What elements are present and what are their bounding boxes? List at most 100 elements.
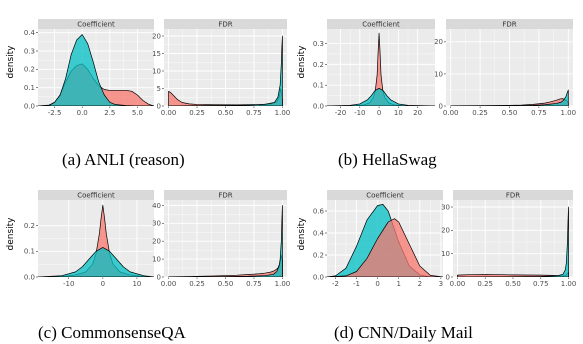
y-tick-label: 0.4	[313, 229, 325, 237]
panel-coefficient: Coefficient -20 -10 0 10 20 0.0 0.1 0.2 0.3	[313, 19, 435, 117]
x-tick-label: 0	[375, 280, 379, 288]
y-tick-label: 0	[157, 102, 161, 110]
x-tick-label: -20	[335, 109, 346, 117]
x-tick-label: 0	[377, 109, 381, 117]
subfigure-b: density (b) HellaSwag Coefficient -20 -10 0 10…	[297, 19, 576, 169]
y-tick-label: 10	[434, 70, 443, 78]
x-tick-label: 2.5	[104, 109, 115, 117]
y-tick-label: 0.4	[24, 29, 36, 37]
y-tick-label: 0.0	[313, 273, 324, 281]
y-tick-label: 10	[441, 250, 450, 258]
x-tick-label: 0.25	[472, 109, 488, 117]
y-tick-label: 20	[152, 238, 161, 246]
facet-strip	[164, 190, 287, 200]
y-tick-label: 0.2	[313, 61, 324, 69]
x-tick-label: 0.0	[77, 109, 88, 117]
y-tick-label: 0	[446, 273, 450, 281]
y-tick-label: 20	[441, 227, 450, 235]
density-area-teal	[38, 34, 154, 106]
y-tick-label: 0.3	[24, 47, 35, 55]
y-tick-label: 10	[152, 67, 161, 75]
x-tick-label: 1.00	[275, 280, 291, 288]
x-tick-label: 0.75	[246, 280, 262, 288]
x-tick-label: 0.75	[533, 280, 549, 288]
x-tick-label: -10	[354, 109, 365, 117]
subfigure-caption: (a) ANLI (reason)	[62, 150, 185, 169]
y-tick-label: 0.0	[24, 102, 35, 110]
x-tick-label: 1	[396, 280, 400, 288]
x-tick-label: 20	[413, 109, 422, 117]
y-axis-label: density	[6, 45, 16, 79]
x-tick-label: 0.25	[189, 280, 205, 288]
x-tick-label: 0.00	[443, 109, 459, 117]
density-area-teal	[450, 89, 569, 106]
x-tick-label: 10	[394, 109, 403, 117]
y-tick-label: 0.2	[24, 222, 35, 230]
subfigure-caption: (b) HellaSwag	[338, 150, 437, 169]
x-tick-label: -1	[353, 280, 360, 288]
subfigure-d: density (d) CNN/Daily Mail Coefficient -2 -1…	[297, 190, 576, 342]
x-tick-label: 0.25	[189, 109, 205, 117]
x-tick-label: 0.25	[477, 280, 493, 288]
x-tick-label: 0.50	[218, 109, 234, 117]
y-tick-label: 20	[152, 32, 161, 40]
x-tick-label: 3	[439, 280, 443, 288]
y-tick-label: 0.2	[313, 251, 324, 259]
panel-fdr: FDR 0.00 0.25 0.50 0.75 1.00 0 5 10 15 20	[152, 19, 290, 117]
y-tick-label: 30	[152, 220, 161, 228]
panel-coefficient: Coefficient -10 0 10 0.0 0.1 0.2	[24, 190, 154, 288]
subfigure-caption: (d) CNN/Daily Mail	[334, 323, 473, 342]
panel-fdr: FDR 0.00 0.25 0.50 0.75 1.00 0 10 20	[434, 19, 576, 117]
facet-strip	[446, 19, 573, 29]
density-area-teal	[457, 206, 569, 277]
density-area-teal	[327, 87, 435, 106]
x-tick-label: 5.0	[132, 109, 143, 117]
x-tick-label: 0.75	[531, 109, 547, 117]
y-tick-label: 30	[441, 203, 450, 211]
x-tick-label: 0.50	[505, 280, 521, 288]
facet-strip	[38, 19, 154, 29]
x-tick-label: 10	[132, 280, 141, 288]
facet-strip-label: FDR	[506, 191, 520, 199]
x-tick-label: 0.50	[218, 280, 234, 288]
density-area-teal	[168, 35, 283, 106]
y-tick-label: 0.2	[24, 66, 35, 74]
panel-coefficient: Coefficient -2 -1 0 1 2 3 0.0 0.2 0.4 0.6	[313, 190, 443, 288]
x-tick-label: 1.00	[561, 280, 577, 288]
x-tick-label: -2	[332, 280, 339, 288]
x-tick-label: 1.00	[560, 109, 576, 117]
x-tick-label: 0.00	[450, 280, 466, 288]
x-tick-label: 0.50	[502, 109, 518, 117]
facet-strip-label: Coefficient	[77, 20, 115, 28]
subfigure-a: density (a) ANLI (reason) Coefficient -2.5 0…	[6, 19, 290, 169]
y-tick-label: 0.3	[313, 40, 324, 48]
subfigure-c: density (c) CommonsenseQA Coefficient -10 0 1…	[6, 190, 290, 342]
panel-fdr: FDR 0.00 0.25 0.50 0.75 1.00 0 10 20 30	[441, 190, 576, 288]
y-tick-label: 40	[152, 202, 161, 210]
facet-strip-label: Coefficient	[362, 20, 400, 28]
facet-strip	[453, 190, 573, 200]
y-tick-label: 0.1	[24, 248, 35, 256]
facet-strip-label: Coefficient	[77, 191, 115, 199]
y-tick-label: 20	[434, 38, 443, 46]
y-tick-label: 0.0	[313, 102, 324, 110]
facet-strip-label: Coefficient	[366, 191, 404, 199]
x-tick-label: -10	[63, 280, 74, 288]
y-tick-label: 0.1	[313, 82, 324, 90]
x-tick-label: 0.00	[161, 109, 177, 117]
panel-coefficient: Coefficient -2.5 0.0 2.5 5.0 0.0 0.1 0.2 0.3 0.4	[24, 19, 154, 117]
x-tick-label: 1.00	[275, 109, 291, 117]
x-tick-label: -2.5	[48, 109, 62, 117]
x-tick-label: 0.75	[246, 109, 262, 117]
y-axis-label: density	[297, 45, 307, 79]
facet-strip-label: FDR	[218, 191, 232, 199]
x-tick-label: 0	[101, 280, 105, 288]
density-area-teal	[168, 205, 283, 277]
panel-fdr: FDR 0.00 0.25 0.50 0.75 1.00 0 10 20 30 40	[152, 190, 290, 288]
facet-strip	[38, 190, 154, 200]
y-axis-label: density	[6, 217, 16, 251]
y-tick-label: 0	[157, 273, 161, 281]
density-area-teal	[38, 247, 154, 277]
facet-strip	[327, 190, 443, 200]
